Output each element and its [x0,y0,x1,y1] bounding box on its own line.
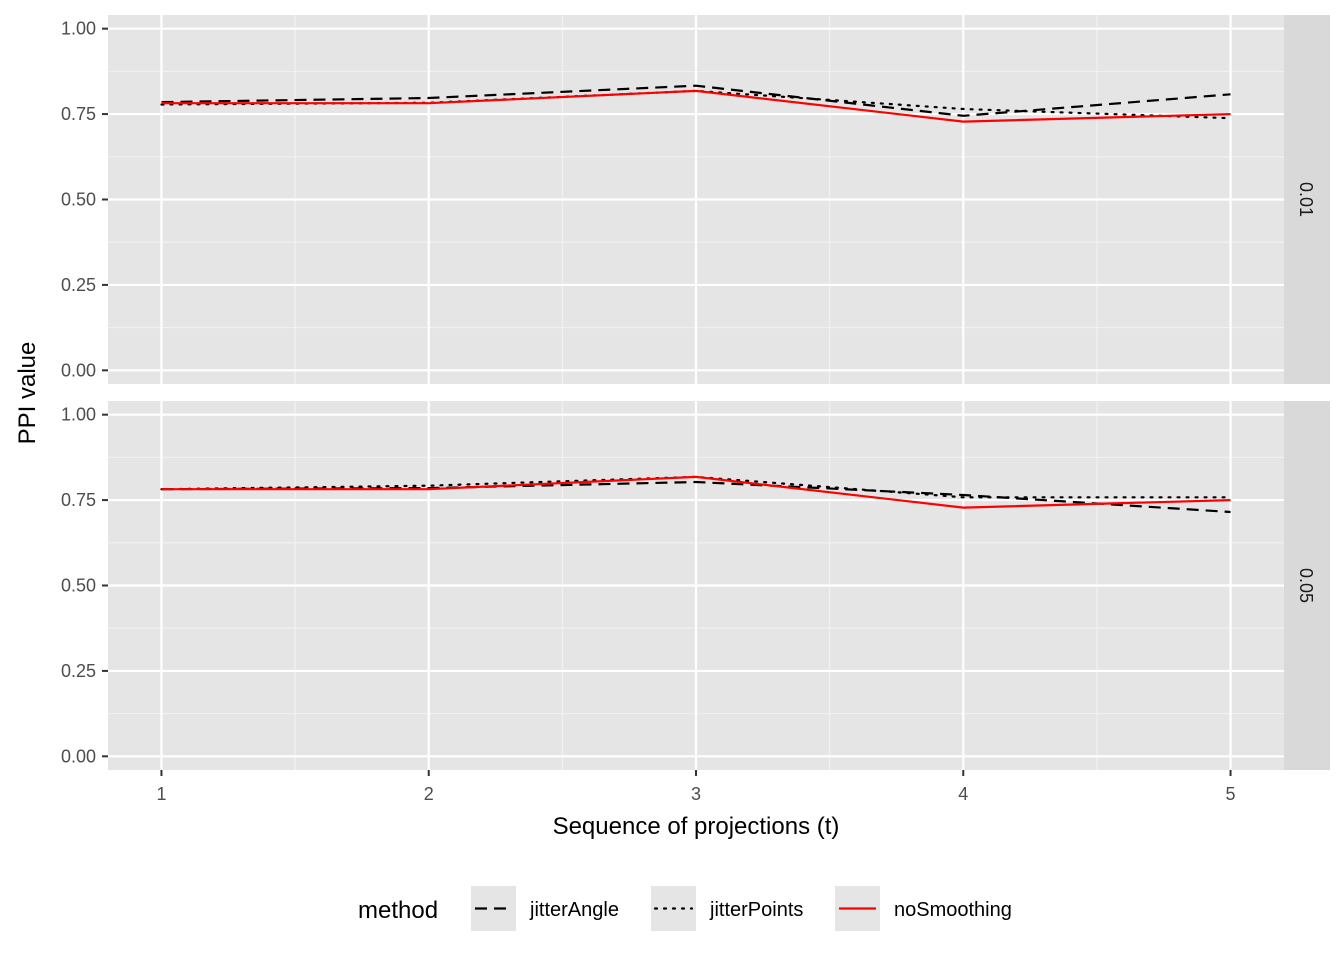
facet-strip [1284,15,1330,384]
x-tick-label: 3 [691,784,701,804]
y-tick-label: 0.50 [61,576,96,596]
y-tick-label: 0.25 [61,661,96,681]
y-tick-label: 1.00 [61,19,96,39]
y-tick-label: 0.50 [61,190,96,210]
y-tick-label: 0.75 [61,490,96,510]
y-tick-label: 0.75 [61,104,96,124]
series-line-jitterAngle [161,84,1231,117]
x-tick-label: 1 [156,784,166,804]
facet-strip-label: 0.01 [1296,182,1316,217]
x-axis-title: Sequence of projections (t) [553,813,840,840]
legend-label: noSmoothing [894,899,1012,921]
legend-label: jitterPoints [709,899,803,921]
x-tick-label: 5 [1226,784,1236,804]
y-tick-label: 1.00 [61,405,96,425]
y-tick-label: 0.00 [61,360,96,380]
x-tick-label: 2 [424,784,434,804]
facet-panel-0: 0.00 0.25 0.50 0.75 1.00 0.01 [61,15,1330,384]
series-line-jitterPoints [160,475,1232,499]
legend: method jitterAngle jitterPoints noSmoothin… [358,886,1012,931]
series-line-noSmoothing [161,475,1231,509]
y-tick-label: 0.00 [61,746,96,766]
facet-strip-label: 0.05 [1296,568,1316,603]
facet-panel-1: 0.00 0.25 0.50 0.75 1.00 0.05 [61,401,1330,770]
y-tick-label: 0.25 [61,275,96,295]
facet-strip [1284,401,1330,770]
x-tick-label: 4 [958,784,968,804]
series-line-noSmoothing [161,89,1231,123]
legend-label: jitterAngle [529,899,619,921]
y-axis-title: PPI value [14,342,41,445]
legend-title: method [358,897,438,924]
series-line-jitterPoints [160,89,1232,120]
